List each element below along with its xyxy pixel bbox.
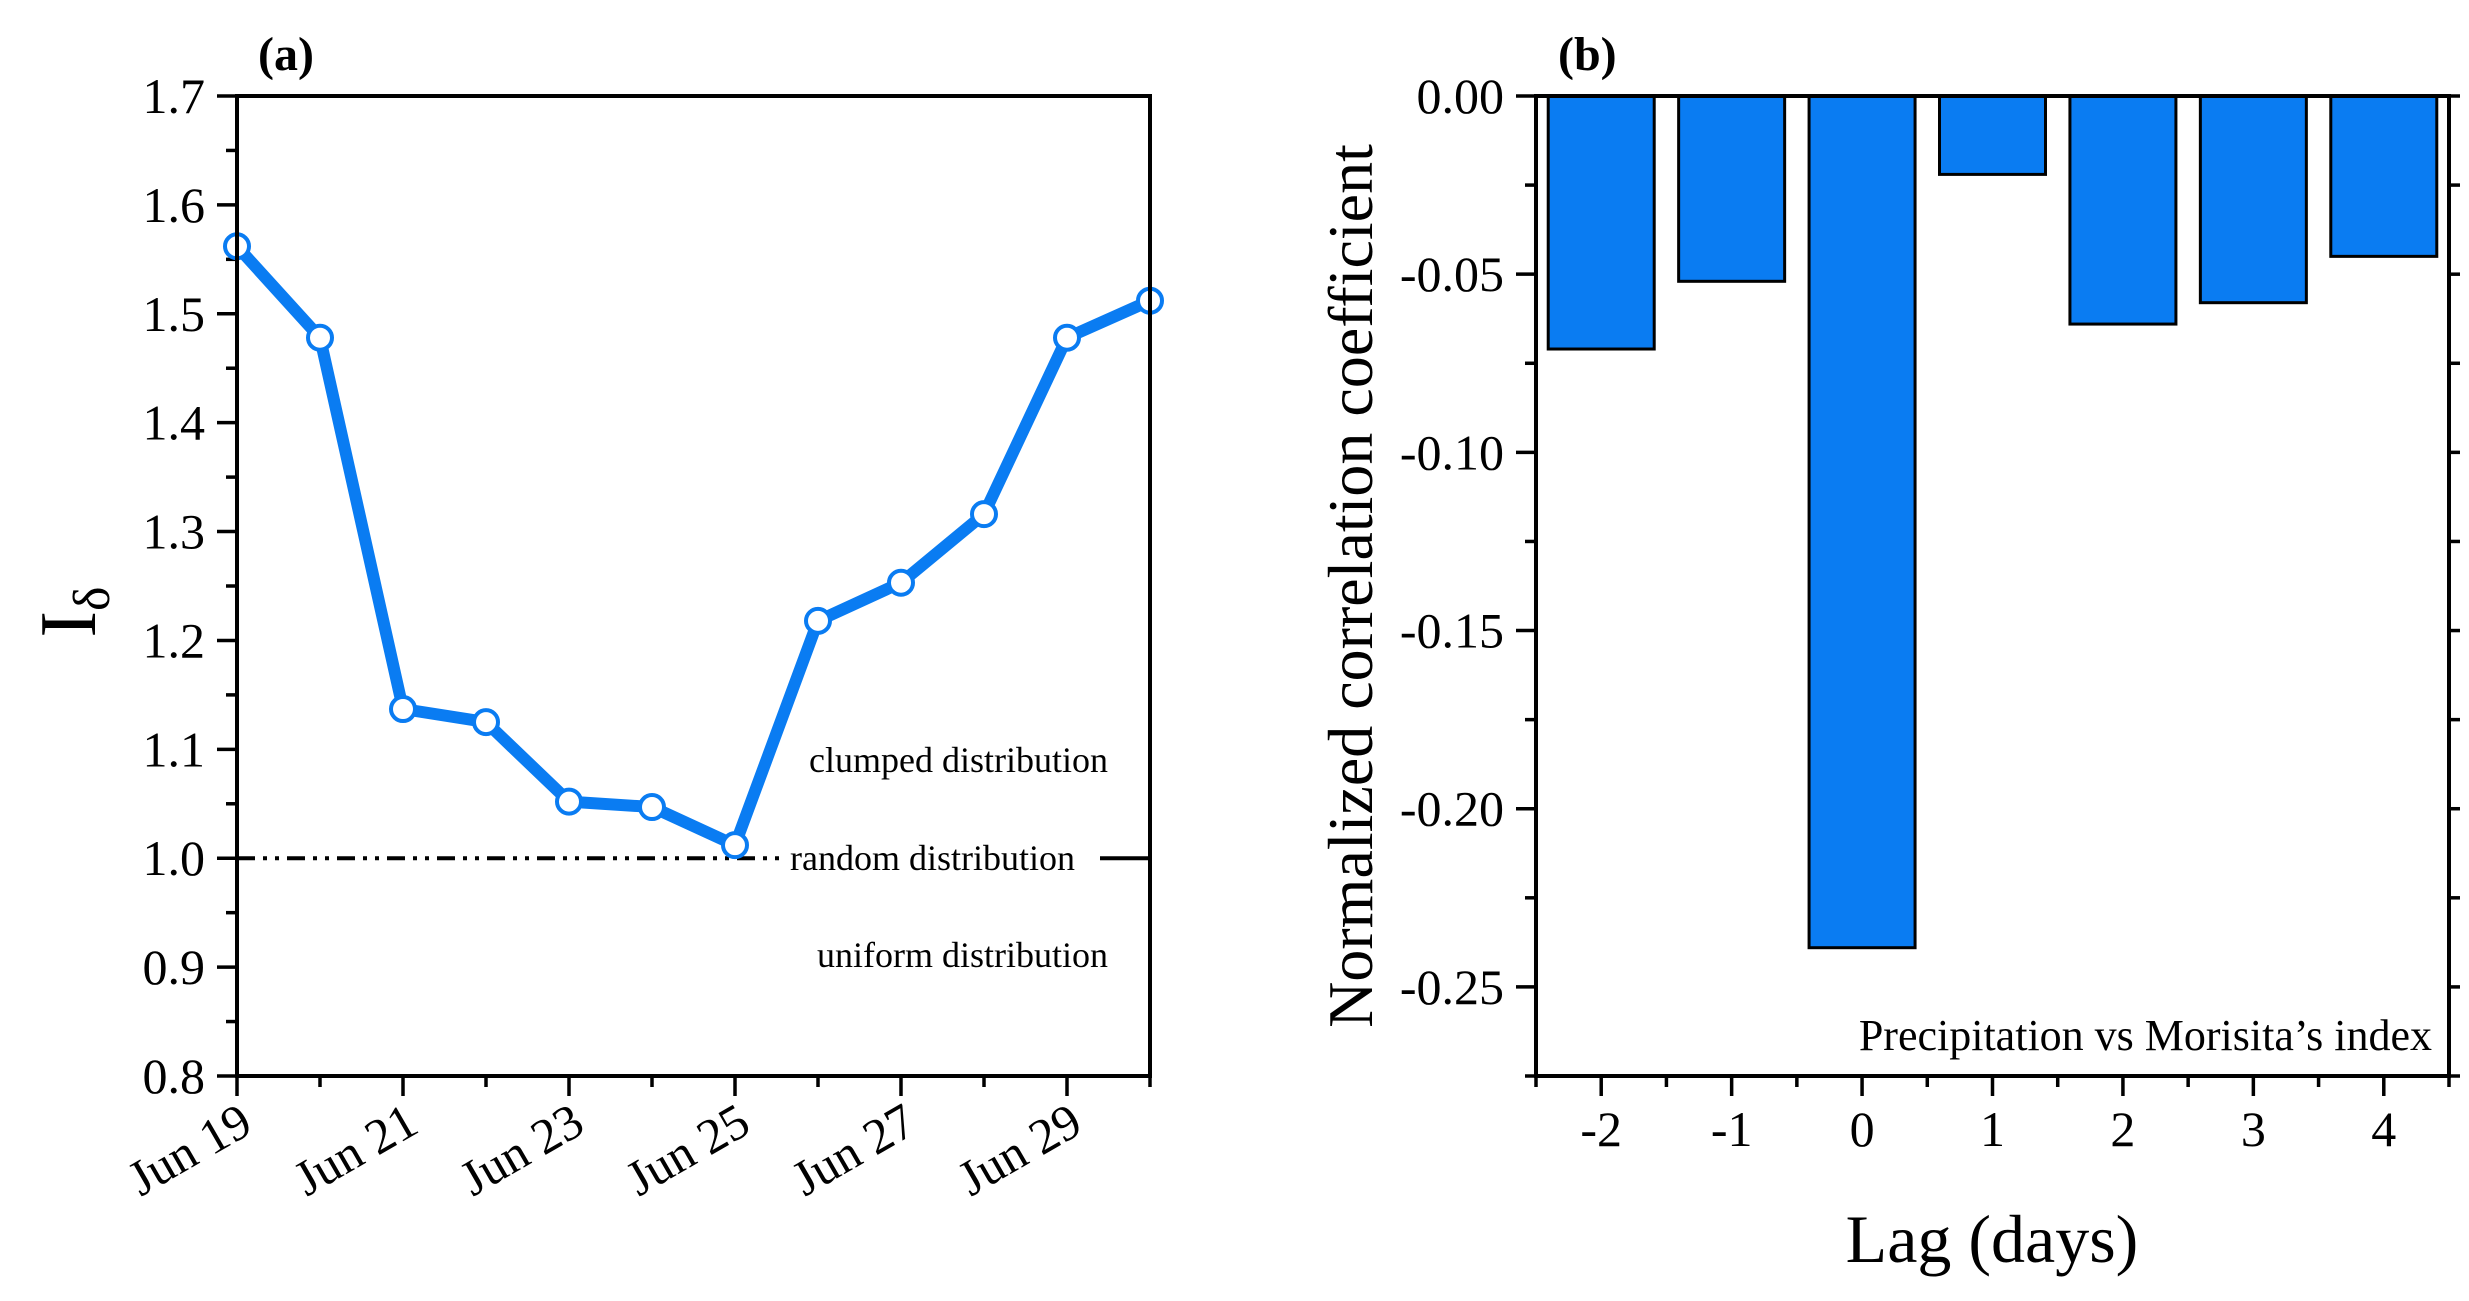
x-tick-label: Jun 25 <box>616 1092 758 1206</box>
y-tick-label: 1.1 <box>143 721 206 777</box>
panel-b-y-axis: 0.00 -0.05 -0.10 -0.15 -0.20 -0.25 <box>1400 68 2460 1078</box>
data-point <box>721 831 749 860</box>
x-tick-label: 1 <box>1980 1101 2005 1157</box>
y-tick-label: 1.5 <box>143 286 206 342</box>
y-tick-label: 0.9 <box>143 939 206 995</box>
y-tick-label: 1.0 <box>143 830 206 886</box>
y-tick-label: -0.25 <box>1400 959 1504 1015</box>
y-tick-label: 1.3 <box>143 504 206 560</box>
panel-a-label: (a) <box>258 28 314 81</box>
data-point <box>472 708 500 737</box>
x-tick-label: Jun 29 <box>948 1092 1090 1206</box>
y-tick-label: 1.6 <box>143 177 206 233</box>
y-tick-label: 0.00 <box>1417 68 1505 124</box>
data-point <box>1053 323 1081 352</box>
panel-a: (a) 0.8 0.9 1.0 1.1 1.2 1.3 1.4 1.5 1.6 1.7 Jun 1… <box>25 28 1164 1207</box>
data-point <box>389 695 417 724</box>
panel-b-y-label: Normalized correlation coefficient <box>1315 144 1386 1028</box>
bar <box>1546 94 1656 351</box>
annotation-uniform: uniform distribution <box>817 935 1108 975</box>
bar <box>1807 94 1917 950</box>
x-tick-label: -2 <box>1580 1101 1622 1157</box>
x-tick-label: 4 <box>2371 1101 2396 1157</box>
bar <box>2068 94 2178 326</box>
x-tick-label: -1 <box>1711 1101 1753 1157</box>
panel-a-y-label: Iδ <box>25 586 121 637</box>
y-tick-label: 1.2 <box>143 612 206 668</box>
ylabel-main: I <box>25 611 113 638</box>
panel-a-y-axis: 0.8 0.9 1.0 1.1 1.2 1.3 1.4 1.5 1.6 1.7 <box>143 68 237 1104</box>
x-tick-label: 2 <box>2110 1101 2135 1157</box>
bars <box>1546 94 2439 950</box>
panel-b-x-axis: -2 -1 0 1 2 3 4 <box>1534 1076 2451 1157</box>
y-tick-label: -0.20 <box>1400 781 1504 837</box>
x-tick-label: Jun 23 <box>450 1092 592 1206</box>
y-tick-label: 1.7 <box>143 68 206 124</box>
data-point <box>555 787 583 816</box>
bar <box>2329 94 2439 258</box>
bar <box>2198 94 2308 305</box>
x-tick-label: 0 <box>1850 1101 1875 1157</box>
ylabel-subscript: δ <box>64 586 121 611</box>
y-tick-label: 1.4 <box>143 395 206 451</box>
data-point <box>804 606 832 635</box>
panel-a-frame <box>235 94 1152 1078</box>
y-tick-label: -0.15 <box>1400 603 1504 659</box>
series-line <box>232 242 1153 852</box>
panel-b-x-label: Lag (days) <box>1846 1201 2139 1277</box>
data-point <box>306 323 334 352</box>
data-point <box>887 568 915 597</box>
x-tick-label: Jun 21 <box>284 1092 426 1206</box>
y-tick-label: 0.8 <box>143 1048 206 1104</box>
panel-b: (b) 0.00 -0.05 -0.10 -0.15 -0.20 -0.25 -2 -1 0 1… <box>1315 28 2460 1277</box>
panel-b-label: (b) <box>1558 28 1617 81</box>
data-point <box>970 500 998 529</box>
legend-text: Precipitation vs Morisita’s index <box>1859 1011 2432 1060</box>
bar <box>1938 94 2047 176</box>
data-point <box>638 793 666 822</box>
series-points <box>223 232 1164 860</box>
y-tick-label: -0.05 <box>1400 246 1504 302</box>
bar <box>1677 94 1787 283</box>
y-tick-label: -0.10 <box>1400 424 1504 480</box>
annotation-random: random distribution <box>790 838 1075 878</box>
panel-b-frame <box>1534 94 2451 1078</box>
x-tick-label: Jun 19 <box>118 1092 260 1206</box>
x-tick-label: Jun 27 <box>782 1092 924 1206</box>
x-tick-label: 3 <box>2241 1101 2266 1157</box>
panel-a-x-axis: Jun 19 Jun 21 Jun 23 Jun 25 Jun 27 Jun 29 <box>118 1076 1152 1207</box>
annotation-clumped: clumped distribution <box>809 740 1108 780</box>
